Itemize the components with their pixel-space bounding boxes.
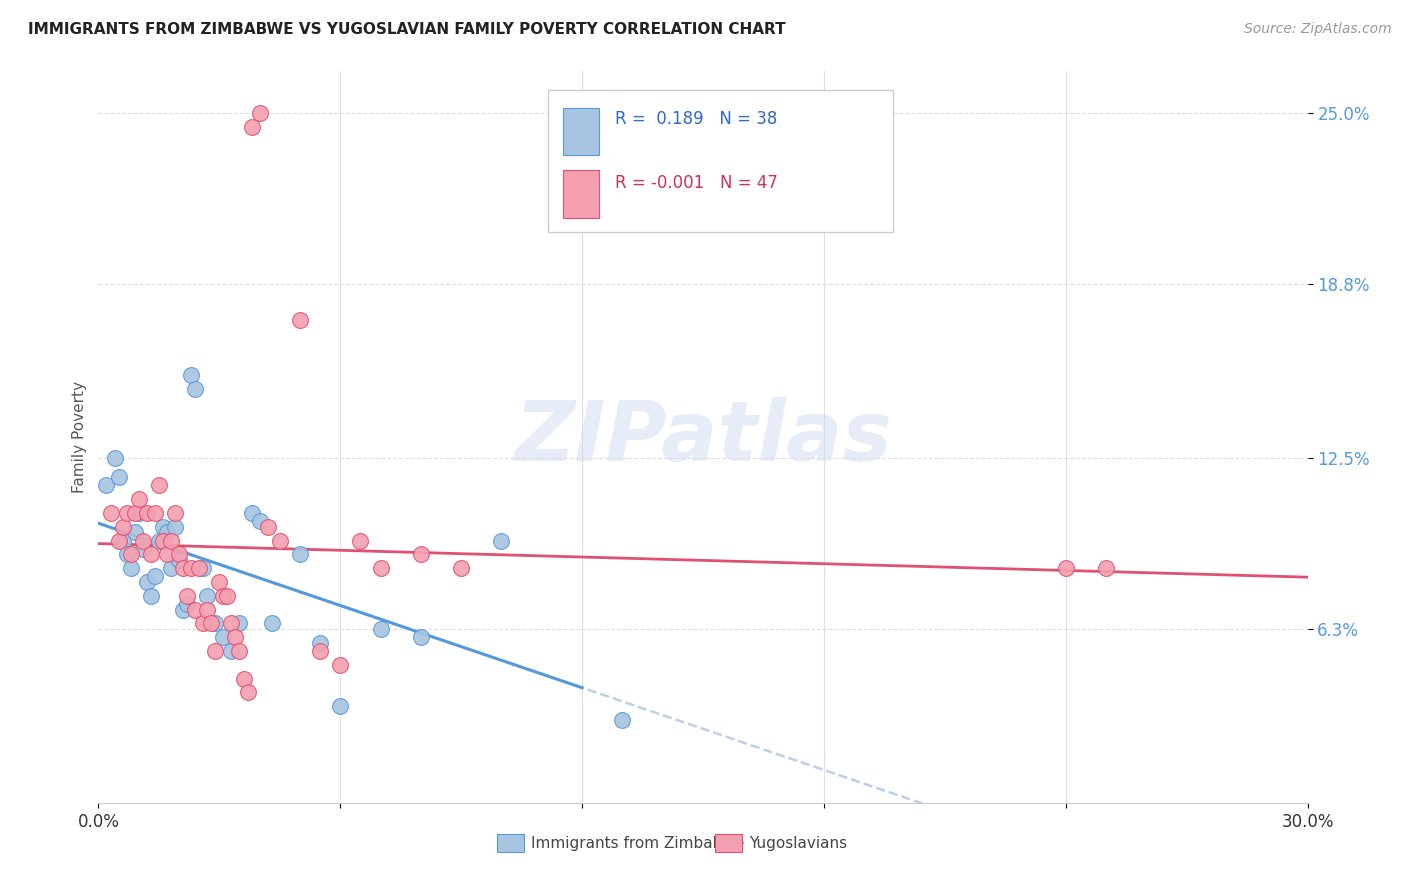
Point	[176, 589, 198, 603]
Text: Immigrants from Zimbabwe: Immigrants from Zimbabwe	[531, 836, 745, 851]
Point	[132, 533, 155, 548]
Point	[450, 561, 472, 575]
Point	[107, 533, 129, 548]
Point	[184, 602, 207, 616]
Point	[156, 525, 179, 540]
Point	[491, 533, 513, 548]
Point	[236, 685, 259, 699]
Point	[172, 561, 194, 575]
Point	[212, 630, 235, 644]
Point	[163, 520, 186, 534]
Point	[309, 644, 332, 658]
Point	[370, 622, 392, 636]
Point	[115, 548, 138, 562]
Point	[103, 450, 125, 465]
Point	[135, 574, 157, 589]
Point	[204, 644, 226, 658]
Point	[221, 644, 243, 658]
Point	[240, 120, 263, 134]
Point	[148, 478, 170, 492]
Point	[212, 589, 235, 603]
Point	[180, 561, 202, 575]
Point	[288, 548, 311, 562]
Point	[128, 492, 150, 507]
Text: Yugoslavians: Yugoslavians	[749, 836, 846, 851]
Text: Source: ZipAtlas.com: Source: ZipAtlas.com	[1244, 22, 1392, 37]
Point	[167, 553, 190, 567]
Point	[143, 569, 166, 583]
Point	[309, 636, 332, 650]
Point	[124, 525, 146, 540]
Point	[370, 561, 392, 575]
Point	[260, 616, 283, 631]
Point	[228, 644, 250, 658]
Text: R =  0.189   N = 38: R = 0.189 N = 38	[614, 110, 778, 128]
Point	[228, 616, 250, 631]
Point	[612, 713, 634, 727]
Point	[256, 520, 278, 534]
Point	[195, 602, 218, 616]
Point	[188, 561, 211, 575]
Point	[156, 548, 179, 562]
Point	[1054, 561, 1077, 575]
Point	[111, 520, 134, 534]
Point	[195, 589, 218, 603]
Bar	[562, 108, 599, 155]
Point	[204, 616, 226, 631]
FancyBboxPatch shape	[548, 89, 893, 232]
Point	[329, 699, 352, 714]
Point	[193, 561, 215, 575]
Point	[240, 506, 263, 520]
Point	[120, 548, 142, 562]
Point	[172, 602, 194, 616]
Point	[160, 533, 183, 548]
Point	[217, 589, 239, 603]
Point	[193, 616, 215, 631]
Point	[143, 506, 166, 520]
Point	[221, 616, 243, 631]
Point	[232, 672, 254, 686]
Point	[160, 561, 183, 575]
Point	[124, 506, 146, 520]
Point	[120, 561, 142, 575]
Point	[180, 368, 202, 382]
Point	[132, 541, 155, 556]
Point	[288, 312, 311, 326]
Point	[107, 470, 129, 484]
Text: R = -0.001   N = 47: R = -0.001 N = 47	[614, 174, 778, 193]
Point	[249, 514, 271, 528]
Point	[200, 616, 222, 631]
Point	[249, 105, 271, 120]
Point	[100, 506, 122, 520]
Text: ZIPatlas: ZIPatlas	[515, 397, 891, 477]
Point	[167, 548, 190, 562]
Point	[269, 533, 291, 548]
Text: IMMIGRANTS FROM ZIMBABWE VS YUGOSLAVIAN FAMILY POVERTY CORRELATION CHART: IMMIGRANTS FROM ZIMBABWE VS YUGOSLAVIAN …	[28, 22, 786, 37]
Bar	[716, 833, 742, 852]
Point	[128, 506, 150, 520]
Point	[163, 506, 186, 520]
Point	[1095, 561, 1118, 575]
Point	[111, 533, 134, 548]
Point	[409, 630, 432, 644]
Point	[139, 548, 162, 562]
Point	[139, 589, 162, 603]
Point	[152, 520, 174, 534]
Point	[115, 506, 138, 520]
Bar	[562, 170, 599, 218]
Bar	[498, 833, 524, 852]
Point	[409, 548, 432, 562]
Point	[349, 533, 371, 548]
Point	[208, 574, 231, 589]
Point	[224, 630, 246, 644]
Y-axis label: Family Poverty: Family Poverty	[72, 381, 87, 493]
Point	[184, 382, 207, 396]
Point	[329, 657, 352, 672]
Point	[148, 533, 170, 548]
Point	[96, 478, 118, 492]
Point	[176, 597, 198, 611]
Point	[152, 533, 174, 548]
Point	[135, 506, 157, 520]
